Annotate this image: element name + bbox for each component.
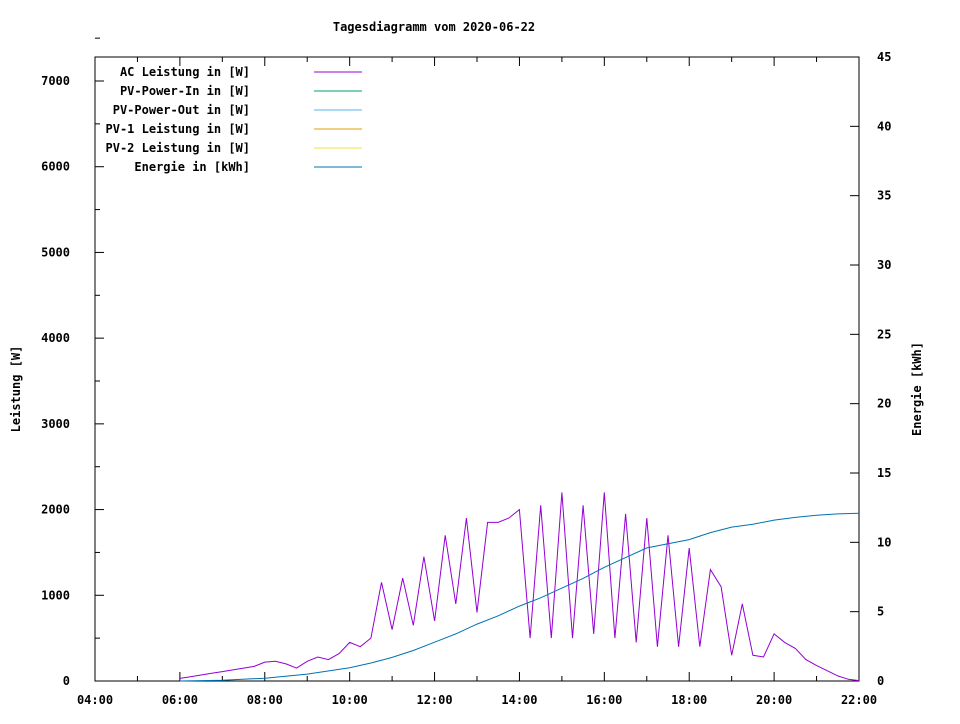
- y2-tick-label: 35: [877, 189, 891, 203]
- series-line-5: [179, 512, 860, 682]
- legend-label: Energie in [kWh]: [134, 160, 250, 174]
- legend-label: AC Leistung in [W]: [120, 65, 250, 79]
- y-tick-label: 7000: [41, 74, 70, 88]
- x-tick-label: 20:00: [756, 693, 792, 707]
- y2-tick-label: 25: [877, 327, 891, 341]
- legend-label: PV-2 Leistung in [W]: [106, 141, 251, 155]
- x-tick-label: 08:00: [247, 693, 283, 707]
- y2-tick-label: 15: [877, 466, 891, 480]
- series-line-0: [179, 492, 860, 682]
- y2-tick-label: 45: [877, 50, 891, 64]
- y2-tick-label: 10: [877, 535, 891, 549]
- y-tick-label: 4000: [41, 331, 70, 345]
- y2-tick-label: 20: [877, 397, 891, 411]
- y-tick-label: 6000: [41, 160, 70, 174]
- x-tick-label: 14:00: [501, 693, 537, 707]
- x-tick-label: 10:00: [332, 693, 368, 707]
- y2-axis-label: Energie [kWh]: [910, 342, 924, 436]
- y-tick-label: 3000: [41, 417, 70, 431]
- y2-tick-label: 30: [877, 258, 891, 272]
- x-tick-label: 06:00: [162, 693, 198, 707]
- legend-label: PV-1 Leistung in [W]: [106, 122, 251, 136]
- y2-tick-label: 5: [877, 605, 884, 619]
- x-tick-label: 12:00: [416, 693, 452, 707]
- y-tick-label: 5000: [41, 245, 70, 259]
- legend-label: PV-Power-In in [W]: [120, 84, 250, 98]
- y-tick-label: 2000: [41, 503, 70, 517]
- y2-tick-label: 0: [877, 674, 884, 688]
- x-tick-label: 16:00: [586, 693, 622, 707]
- y-axis-label: Leistung [W]: [9, 346, 23, 433]
- y-tick-label: 0: [63, 674, 70, 688]
- x-tick-label: 18:00: [671, 693, 707, 707]
- y2-tick-label: 40: [877, 119, 891, 133]
- y-tick-label: 1000: [41, 588, 70, 602]
- x-tick-label: 04:00: [77, 693, 113, 707]
- chart-title: Tagesdiagramm vom 2020-06-22: [333, 20, 535, 34]
- x-tick-label: 22:00: [841, 693, 877, 707]
- legend-label: PV-Power-Out in [W]: [113, 103, 250, 117]
